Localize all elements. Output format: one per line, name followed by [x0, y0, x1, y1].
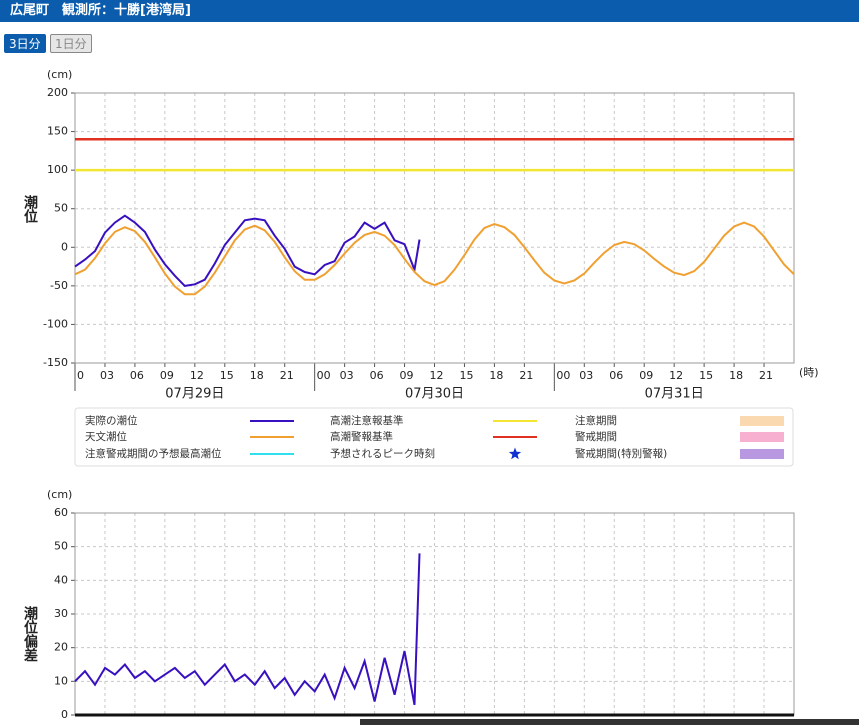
- y-unit: (cm): [47, 488, 72, 501]
- x-tick-label: 00: [556, 369, 570, 382]
- y-tick-label: 200: [47, 86, 68, 99]
- x-tick-label: 15: [459, 369, 473, 382]
- legend-swatch: [740, 432, 784, 442]
- y-tick-label: 40: [54, 573, 68, 586]
- legend-label: 高潮注意報基準: [330, 414, 404, 427]
- legend-label: 予想されるピーク時刻: [330, 447, 435, 460]
- legend-label: 警戒期間(特別警報): [575, 447, 667, 460]
- series-line: [74, 214, 421, 287]
- x-unit: (時): [799, 366, 819, 379]
- x-tick-label: 18: [729, 369, 743, 382]
- x-tick-label: 00: [317, 369, 331, 382]
- x-tick-label: 15: [220, 369, 234, 382]
- y-tick-label: 150: [47, 125, 68, 138]
- range-button-active[interactable]: 3日分: [4, 34, 46, 53]
- x-tick-label: 21: [280, 369, 294, 382]
- y-axis-label: 潮位: [22, 194, 38, 224]
- x-tick-label: 21: [519, 369, 533, 382]
- x-tick-label: 09: [160, 369, 174, 382]
- legend-label: 注意警戒期間の予想最高潮位: [85, 447, 222, 460]
- y-tick-label: 60: [54, 506, 68, 519]
- legend-label: 天文潮位: [85, 430, 127, 443]
- y-tick-label: 20: [54, 641, 68, 654]
- range-button[interactable]: 1日分: [50, 34, 92, 53]
- x-tick-label: 09: [400, 369, 414, 382]
- x-tick-label: 0: [77, 369, 84, 382]
- x-tick-label: 18: [489, 369, 503, 382]
- legend-label: 警戒期間: [575, 430, 617, 443]
- x-tick-label: 06: [130, 369, 144, 382]
- y-tick-label: 30: [54, 607, 68, 620]
- x-tick-label: 18: [250, 369, 264, 382]
- legend-label: 高潮警報基準: [330, 430, 393, 443]
- y-tick-label: 0: [61, 240, 68, 253]
- legend-label: 実際の潮位: [85, 414, 138, 427]
- x-tick-label: 03: [579, 369, 593, 382]
- legend-label: 注意期間: [575, 414, 617, 427]
- x-tick-label: 06: [609, 369, 623, 382]
- day-label: 07月30日: [405, 387, 464, 402]
- y-tick-label: 50: [54, 202, 68, 215]
- legend-swatch: [508, 447, 522, 460]
- x-tick-label: 03: [100, 369, 114, 382]
- series-line: [74, 553, 421, 706]
- plot-frame: [74, 92, 795, 364]
- x-tick-label: 12: [430, 369, 444, 382]
- x-tick-label: 09: [639, 369, 653, 382]
- y-tick-label: 0: [61, 708, 68, 721]
- x-tick-label: 15: [699, 369, 713, 382]
- page-edge: [360, 719, 859, 725]
- y-tick-label: -100: [43, 317, 68, 330]
- x-tick-label: 12: [190, 369, 204, 382]
- day-label: 07月29日: [165, 387, 224, 402]
- x-tick-label: 21: [759, 369, 773, 382]
- y-tick-label: -150: [43, 356, 68, 369]
- y-tick-label: -50: [50, 279, 68, 292]
- series-line: [74, 221, 795, 296]
- legend-swatch: [740, 449, 784, 459]
- day-label: 07月31日: [645, 387, 704, 402]
- legend-box: [74, 407, 794, 467]
- y-unit: (cm): [47, 68, 72, 81]
- legend-swatch: [740, 416, 784, 426]
- y-axis-label: 潮位偏差: [22, 606, 38, 663]
- x-tick-label: 06: [370, 369, 384, 382]
- y-tick-label: 100: [47, 163, 68, 176]
- y-tick-label: 50: [54, 540, 68, 553]
- x-tick-label: 03: [340, 369, 354, 382]
- y-tick-label: 10: [54, 674, 68, 687]
- header: 広尾町 観測所：十勝[港湾局]: [0, 0, 859, 22]
- x-tick-label: 12: [669, 369, 683, 382]
